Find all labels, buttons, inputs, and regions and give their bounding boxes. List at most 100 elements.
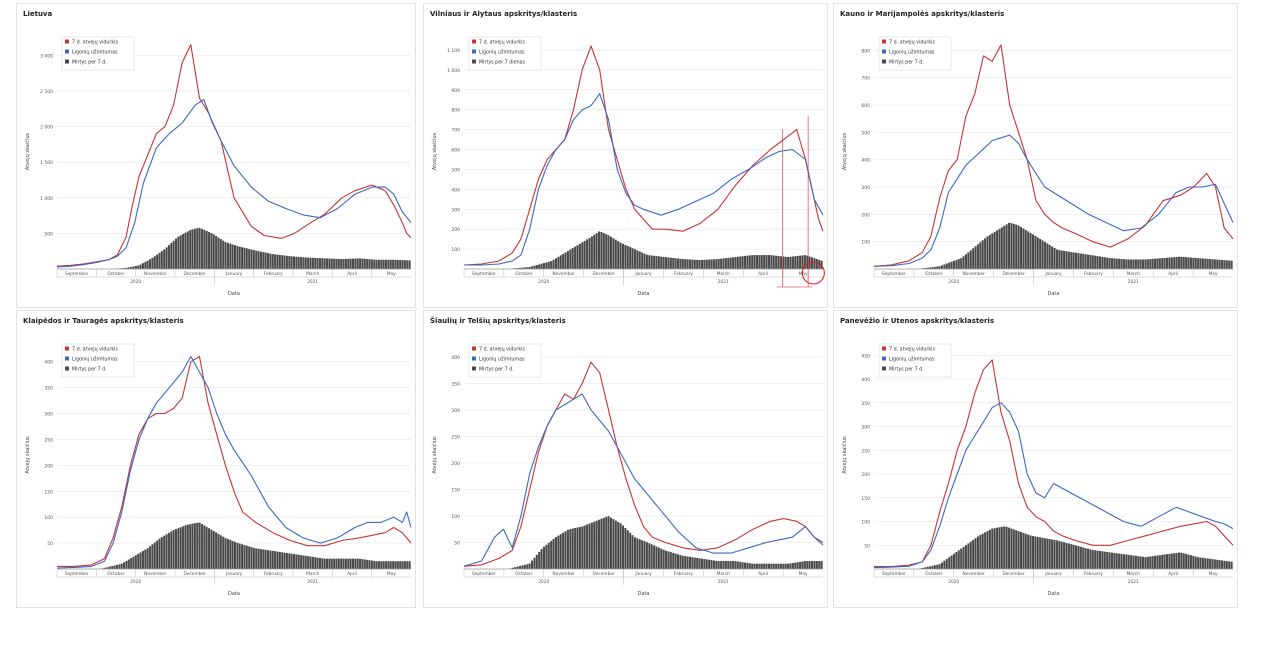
death-bar (1041, 537, 1044, 569)
series-line-hosp (463, 393, 824, 567)
death-bar (1185, 257, 1188, 269)
death-bar (674, 258, 677, 269)
death-bar (1024, 229, 1027, 269)
legend-label: Mirtys per 7 d. (889, 367, 924, 373)
death-bar (408, 561, 411, 569)
death-bar (385, 259, 388, 269)
death-bar (988, 529, 991, 569)
death-bar (521, 565, 524, 569)
death-bar (562, 532, 565, 569)
death-bar (193, 228, 196, 269)
death-bar (1098, 256, 1102, 269)
death-bar (696, 259, 699, 269)
legend-label: Mirtys per 7 d. (889, 60, 924, 66)
death-bar (794, 256, 797, 269)
death-bar (1189, 555, 1192, 569)
month-label: March (1127, 571, 1140, 577)
death-bar (130, 558, 133, 569)
death-bar (1182, 256, 1185, 269)
death-bar (984, 238, 987, 269)
series-line-avg (463, 361, 824, 567)
death-bar (967, 252, 970, 269)
death-bar (108, 566, 111, 569)
death-bar (1221, 560, 1224, 569)
death-bar (590, 236, 593, 269)
death-bar (955, 552, 958, 569)
death-bar (323, 558, 326, 569)
death-bar (708, 559, 711, 569)
y-axis-label: Atvejų skaičius (431, 132, 438, 170)
death-bar (557, 535, 560, 569)
death-bar (394, 561, 397, 569)
death-bar (191, 229, 194, 269)
death-bar (811, 257, 814, 269)
month-label: December (184, 271, 207, 277)
death-bar (979, 534, 982, 569)
death-bar (924, 567, 927, 569)
death-bar (564, 252, 567, 269)
death-bar (1115, 258, 1118, 269)
death-bar (684, 259, 687, 269)
death-bar (302, 257, 305, 269)
death-bar (732, 257, 735, 269)
death-bar (722, 561, 725, 569)
death-bar (679, 555, 682, 569)
death-bar (337, 558, 340, 569)
death-bar (576, 245, 579, 269)
death-bar (1094, 550, 1097, 569)
death-bar (1218, 259, 1221, 269)
death-bar (262, 549, 265, 569)
death-bar (198, 522, 201, 569)
death-bar (1015, 530, 1018, 569)
death-bar (705, 259, 708, 269)
death-bar (550, 261, 553, 269)
year-label: 2020 (948, 279, 959, 285)
y-tick-label: 1 000 (447, 68, 460, 74)
death-bar (1091, 550, 1094, 569)
death-bar (636, 250, 639, 269)
death-bar (669, 552, 672, 569)
death-bar (1058, 250, 1061, 269)
death-bar (234, 541, 237, 569)
death-bar (1041, 240, 1044, 269)
death-bar (127, 267, 130, 269)
death-bar (1003, 225, 1006, 269)
death-bar (1043, 538, 1046, 569)
month-label: October (107, 571, 124, 577)
death-bar (271, 550, 274, 569)
legend-swatch (65, 356, 69, 361)
death-bar (113, 565, 116, 569)
death-bar (667, 551, 670, 569)
month-label: January (1044, 271, 1062, 277)
series-line-avg (57, 355, 412, 567)
death-bar (662, 549, 665, 569)
death-bar (250, 249, 253, 269)
death-bar (607, 235, 610, 269)
death-bar (120, 563, 123, 569)
legend-label: Ligonių užimtumas (479, 356, 525, 363)
death-bar (380, 561, 383, 569)
legend-box (468, 343, 542, 378)
legend-swatch (472, 49, 476, 54)
death-bar (969, 541, 972, 569)
y-tick-label: 100 (861, 520, 870, 526)
death-bar (252, 250, 255, 269)
death-bar (318, 557, 321, 569)
series-line-avg (56, 44, 412, 267)
death-bar (354, 258, 357, 269)
death-bar (1055, 540, 1058, 569)
y-tick-label: 400 (861, 377, 870, 383)
legend-box (878, 343, 952, 378)
death-bar (328, 558, 331, 569)
death-bar (1065, 251, 1068, 269)
death-bar (146, 548, 149, 569)
death-bar (245, 545, 248, 569)
death-bar (295, 554, 298, 569)
y-tick-label: 1 000 (40, 196, 53, 202)
death-bar (569, 249, 572, 269)
death-bar (189, 524, 192, 569)
death-bar (269, 253, 272, 269)
death-bar (297, 256, 300, 269)
death-bar (729, 561, 732, 569)
death-bar (304, 555, 307, 569)
